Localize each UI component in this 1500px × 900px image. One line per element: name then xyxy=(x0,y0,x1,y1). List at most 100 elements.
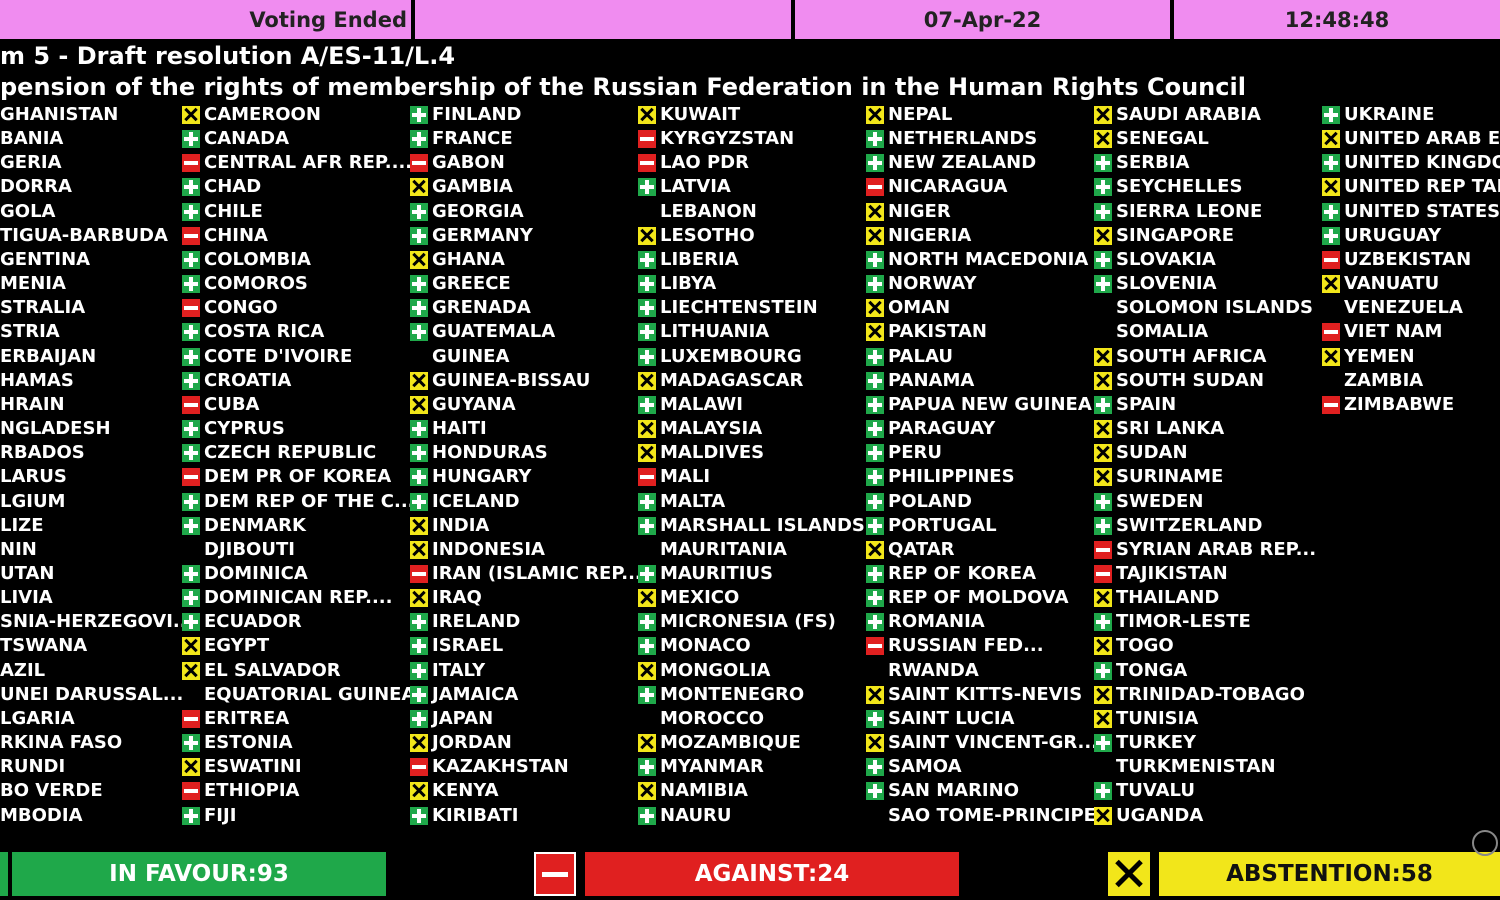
vote-abstain-icon xyxy=(1094,468,1112,487)
country-name: LATVIA xyxy=(660,176,731,198)
country-name: JAPAN xyxy=(432,707,494,729)
country-name: RBADOS xyxy=(0,442,85,464)
country-name: SNIA-HERZEGOVI... xyxy=(0,611,194,633)
country-row: MYANMAR xyxy=(638,755,866,779)
country-row: BANIA xyxy=(0,127,228,151)
country-row: MBODIA xyxy=(0,804,228,828)
vote-abstain-icon xyxy=(410,178,428,197)
country-name: TUVALU xyxy=(1116,780,1195,802)
against-total-icon xyxy=(534,852,576,896)
vote-abstain-icon xyxy=(410,250,428,269)
country-row: NORWAY xyxy=(866,272,1094,296)
vote-no-icon xyxy=(410,154,428,173)
vote-abstain-icon xyxy=(866,202,884,221)
country-name: MENIA xyxy=(0,273,66,295)
country-name: EL SALVADOR xyxy=(204,659,341,681)
country-row: PALAU xyxy=(866,345,1094,369)
vote-yes-icon xyxy=(182,347,200,366)
country-name: SEYCHELLES xyxy=(1116,176,1243,198)
country-name: SPAIN xyxy=(1116,393,1177,415)
country-name: GOLA xyxy=(0,200,56,222)
vote-no-icon xyxy=(638,154,656,173)
country-name: TOGO xyxy=(1116,635,1174,657)
country-name: DOMINICA xyxy=(204,562,308,584)
country-row: MALTA xyxy=(638,490,866,514)
country-name: JAMAICA xyxy=(432,683,519,705)
country-row: SAUDI ARABIA xyxy=(1094,103,1322,127)
country-row: PAKISTAN xyxy=(866,320,1094,344)
country-name: CHILE xyxy=(204,200,263,222)
country-name: SAMOA xyxy=(888,756,962,778)
vote-yes-icon xyxy=(866,758,884,777)
country-name: DEM REP OF THE C... xyxy=(204,490,410,512)
country-row: CANADA xyxy=(182,127,410,151)
country-row: NGLADESH xyxy=(0,417,228,441)
voting-status: Voting Ended xyxy=(0,0,411,39)
vote-yes-icon xyxy=(410,106,428,124)
country-name: CUBA xyxy=(204,393,260,415)
vote-abstain-icon xyxy=(410,371,428,390)
abstention-total: ABSTENTION:58 xyxy=(1159,852,1500,896)
vote-yes-icon xyxy=(182,420,200,439)
country-row: GOLA xyxy=(0,200,228,224)
country-name: MALI xyxy=(660,466,711,488)
vote-yes-icon xyxy=(410,661,428,680)
country-row: PANAMA xyxy=(866,369,1094,393)
country-name: JORDAN xyxy=(432,732,512,754)
country-row: UZBEKISTAN xyxy=(1322,248,1500,272)
country-row: TURKMENISTAN xyxy=(1094,755,1322,779)
country-row: TUVALU xyxy=(1094,779,1322,803)
country-row: DOMINICA xyxy=(182,562,410,586)
country-row: SRI LANKA xyxy=(1094,417,1322,441)
country-row: YEMEN xyxy=(1322,345,1500,369)
country-name: RKINA FASO xyxy=(0,732,123,754)
country-name: QATAR xyxy=(888,538,955,560)
vote-yes-icon xyxy=(182,806,200,825)
country-name: NIN xyxy=(0,538,37,560)
country-name: CROATIA xyxy=(204,369,292,391)
country-row: MICRONESIA (FS) xyxy=(638,610,866,634)
vote-yes-icon xyxy=(182,516,200,535)
country-row: TOGO xyxy=(1094,634,1322,658)
country-row: SLOVAKIA xyxy=(1094,248,1322,272)
country-name: SAINT LUCIA xyxy=(888,707,1015,729)
country-name: CYPRUS xyxy=(204,418,285,440)
country-row: IRAN (ISLAMIC REP... xyxy=(410,562,638,586)
agenda-item-title: m 5 - Draft resolution A/ES-11/L.4 xyxy=(0,42,456,70)
country-row: UKRAINE xyxy=(1322,103,1500,127)
country-row: COMOROS xyxy=(182,272,410,296)
vote-yes-icon xyxy=(182,734,200,753)
country-row: MALI xyxy=(638,465,866,489)
vote-abstain-icon xyxy=(410,589,428,608)
country-name: UNITED KINGDO xyxy=(1344,152,1500,174)
vote-abstain-icon xyxy=(1094,709,1112,728)
country-name: GERMANY xyxy=(432,224,533,246)
country-row: ZAMBIA xyxy=(1322,369,1500,393)
vote-yes-icon xyxy=(1322,106,1340,124)
country-name: SAUDI ARABIA xyxy=(1116,104,1261,125)
country-name: REP OF KOREA xyxy=(888,562,1037,584)
vote-yes-icon xyxy=(410,275,428,294)
country-row: TRINIDAD-TOBAGO xyxy=(1094,683,1322,707)
vote-yes-icon xyxy=(866,347,884,366)
country-row: GEORGIA xyxy=(410,200,638,224)
vote-abstain-icon xyxy=(410,782,428,801)
country-name: TURKEY xyxy=(1116,732,1197,754)
vote-yes-icon xyxy=(410,420,428,439)
country-name: PANAMA xyxy=(888,369,975,391)
vote-yes-icon xyxy=(866,444,884,463)
country-row: RUNDI xyxy=(0,755,228,779)
country-row: CHINA xyxy=(182,224,410,248)
vote-yes-icon xyxy=(866,275,884,294)
vote-yes-icon xyxy=(866,516,884,535)
country-row: SUDAN xyxy=(1094,441,1322,465)
country-name: MONTENEGRO xyxy=(660,683,805,705)
vote-yes-icon xyxy=(866,492,884,511)
country-name: OMAN xyxy=(888,297,951,319)
country-name: ESTONIA xyxy=(204,732,293,754)
country-row: MAURITANIA xyxy=(638,538,866,562)
vote-yes-icon xyxy=(638,250,656,269)
country-name: GENTINA xyxy=(0,248,91,270)
country-row: INDIA xyxy=(410,514,638,538)
vote-abstain-icon xyxy=(1094,589,1112,608)
